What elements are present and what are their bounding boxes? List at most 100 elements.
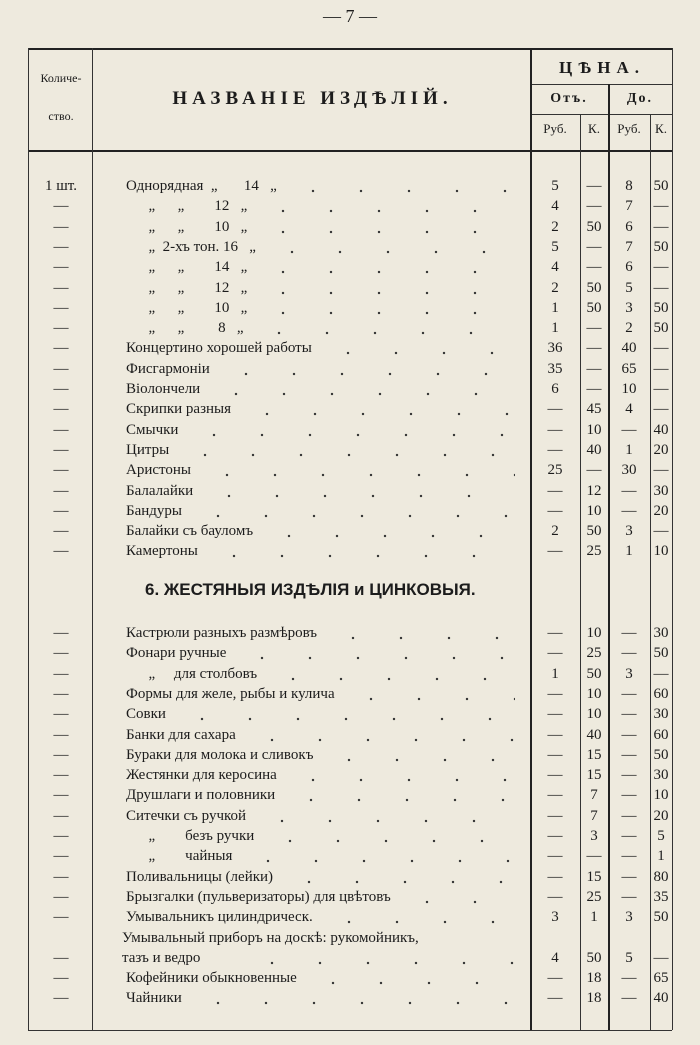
quantity: — — [53, 685, 69, 702]
price: 30 — [653, 767, 669, 784]
price: — — [653, 218, 669, 235]
price: 7 — [625, 238, 633, 255]
price: 18 — [586, 970, 602, 987]
price: — — [621, 706, 637, 723]
price: — — [547, 482, 563, 499]
price: 50 — [653, 909, 669, 926]
leader-dots — [221, 371, 515, 376]
quantity: — — [53, 198, 69, 215]
price: 65 — [621, 360, 637, 377]
frame-right — [672, 48, 673, 1030]
item-name: Кастрюли разныхъ размѣровъ — [126, 625, 318, 641]
price: — — [547, 746, 563, 763]
price: — — [653, 401, 669, 418]
item-name: „ „ 10 „ — [126, 299, 248, 316]
quantity: — — [53, 990, 69, 1007]
price: — — [547, 868, 563, 885]
leader-dots — [267, 249, 515, 254]
item-name: „ 2-хъ тон. 16 „ — [126, 238, 256, 255]
price: 1 — [590, 909, 598, 926]
item-name: Смычки — [126, 421, 179, 438]
price: 2 — [551, 279, 559, 296]
price: 50 — [586, 665, 602, 682]
quantity: — — [53, 746, 69, 763]
leader-dots — [181, 452, 515, 457]
price: 50 — [653, 238, 669, 255]
price: — — [586, 320, 602, 337]
quantity: 1 шт. — [45, 178, 77, 194]
price: — — [621, 767, 637, 784]
price: — — [547, 767, 563, 784]
price: 4 — [551, 259, 559, 276]
price: — — [653, 381, 669, 397]
price: 15 — [586, 767, 602, 784]
leader-dots — [288, 778, 515, 783]
header-rule — [530, 114, 672, 115]
quantity: — — [53, 421, 69, 438]
price: — — [621, 888, 637, 905]
price: 10 — [586, 706, 602, 723]
leader-dots — [202, 473, 515, 478]
price: 45 — [586, 401, 602, 418]
price: — — [653, 949, 669, 966]
price: — — [586, 381, 602, 397]
price: 80 — [653, 868, 669, 885]
price: 60 — [653, 726, 669, 743]
item-name: Друшлаги и половники — [126, 787, 276, 804]
price: 1 — [551, 665, 559, 682]
price: 6 — [551, 381, 559, 397]
leader-dots — [269, 676, 515, 681]
leader-dots — [243, 412, 515, 417]
quantity: — — [53, 645, 69, 662]
quantity: — — [53, 726, 69, 743]
quantity-header: ство. — [48, 109, 74, 123]
price: 2 — [551, 523, 559, 540]
quantity: — — [53, 279, 69, 296]
item-name: Балалайки — [126, 482, 194, 499]
price: — — [547, 441, 563, 458]
price: 3 — [551, 909, 559, 926]
item-name: „ чайныя — [126, 848, 233, 865]
quantity: — — [53, 523, 69, 540]
price: — — [547, 706, 563, 723]
quantity: — — [53, 665, 69, 682]
leader-dots — [193, 1001, 515, 1006]
quantity: — — [53, 401, 69, 418]
price: 65 — [653, 970, 669, 987]
price: 2 — [625, 320, 633, 337]
leader-dots — [285, 879, 515, 884]
leader-dots — [194, 513, 515, 518]
item-name: Жестянки для керосина — [126, 767, 277, 784]
item-name: „ „ 12 „ — [126, 279, 248, 296]
price: 7 — [590, 807, 598, 824]
price: 3 — [625, 523, 633, 540]
price: 15 — [586, 868, 602, 885]
item-name: „ „ 10 „ — [126, 218, 248, 235]
price: — — [586, 462, 602, 479]
price: 50 — [653, 746, 669, 763]
price: 25 — [586, 645, 602, 662]
leader-dots — [287, 798, 515, 803]
leader-dots — [190, 432, 515, 437]
item-name: Чайники — [126, 990, 182, 1007]
price: — — [653, 462, 669, 479]
price: 50 — [653, 645, 669, 662]
quantity: — — [53, 502, 69, 519]
price: 15 — [586, 746, 602, 763]
quantity: — — [53, 238, 69, 255]
quantity: — — [53, 360, 69, 377]
price: — — [621, 625, 637, 641]
price: 3 — [625, 909, 633, 926]
leader-dots — [259, 290, 515, 295]
price: 10 — [586, 685, 602, 702]
item-name: Фисгармоніи — [126, 360, 210, 377]
unit-header: Руб. — [617, 121, 641, 136]
quantity: — — [53, 767, 69, 784]
item-name: „ безъ ручки — [126, 828, 255, 844]
price: — — [621, 685, 637, 702]
page-number: — 7 — — [323, 6, 377, 26]
price: 5 — [551, 178, 559, 194]
price: — — [653, 340, 669, 357]
leader-dots — [259, 209, 515, 214]
price: — — [547, 970, 563, 987]
